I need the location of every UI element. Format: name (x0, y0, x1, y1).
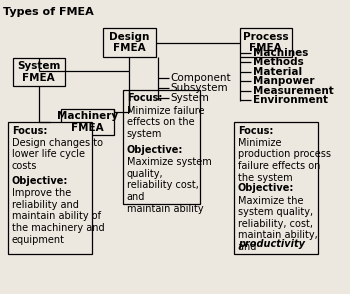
Text: System
FMEA: System FMEA (17, 61, 60, 83)
Text: Maximize system
quality,
reliability cost,
and
maintain ability: Maximize system quality, reliability cos… (127, 157, 211, 214)
Text: System: System (171, 93, 210, 103)
FancyBboxPatch shape (8, 122, 92, 254)
Text: Component: Component (171, 73, 231, 83)
FancyBboxPatch shape (240, 28, 292, 57)
Text: Objective:: Objective: (238, 183, 294, 193)
FancyBboxPatch shape (61, 109, 114, 135)
Text: Minimize
production process
failure effects on
the system: Minimize production process failure effe… (238, 138, 331, 183)
Text: Improve the
reliability and
maintain ability of
the machinery and
equipment: Improve the reliability and maintain abi… (12, 188, 104, 245)
Text: Measurement: Measurement (253, 86, 334, 96)
Text: Focus:: Focus: (238, 126, 273, 136)
Text: Environment: Environment (253, 95, 328, 105)
Text: Types of FMEA: Types of FMEA (4, 7, 94, 17)
FancyBboxPatch shape (13, 58, 65, 86)
Text: Focus:: Focus: (127, 93, 162, 103)
Text: Process
FMEA: Process FMEA (243, 32, 288, 54)
Text: Maximize the
system quality,
reliability, cost,
maintain ability,
and: Maximize the system quality, reliability… (238, 196, 317, 252)
FancyBboxPatch shape (103, 28, 155, 57)
FancyBboxPatch shape (234, 122, 318, 254)
Text: Machines: Machines (253, 48, 309, 58)
FancyBboxPatch shape (123, 90, 200, 204)
Text: Methods: Methods (253, 57, 304, 67)
Text: Subsystem: Subsystem (171, 83, 229, 93)
Text: Objective:: Objective: (12, 176, 68, 186)
Text: Minimize failure
effects on the
system: Minimize failure effects on the system (127, 106, 204, 139)
Text: Material: Material (253, 67, 302, 77)
Text: Design changes to
lower life cycle
costs: Design changes to lower life cycle costs (12, 138, 103, 171)
Text: Machinery
FMEA: Machinery FMEA (57, 111, 118, 133)
Text: productivity: productivity (238, 239, 305, 249)
Text: Objective:: Objective: (127, 145, 183, 155)
Text: Design
FMEA: Design FMEA (109, 32, 150, 54)
Text: Manpower: Manpower (253, 76, 315, 86)
Text: Focus:: Focus: (12, 126, 47, 136)
